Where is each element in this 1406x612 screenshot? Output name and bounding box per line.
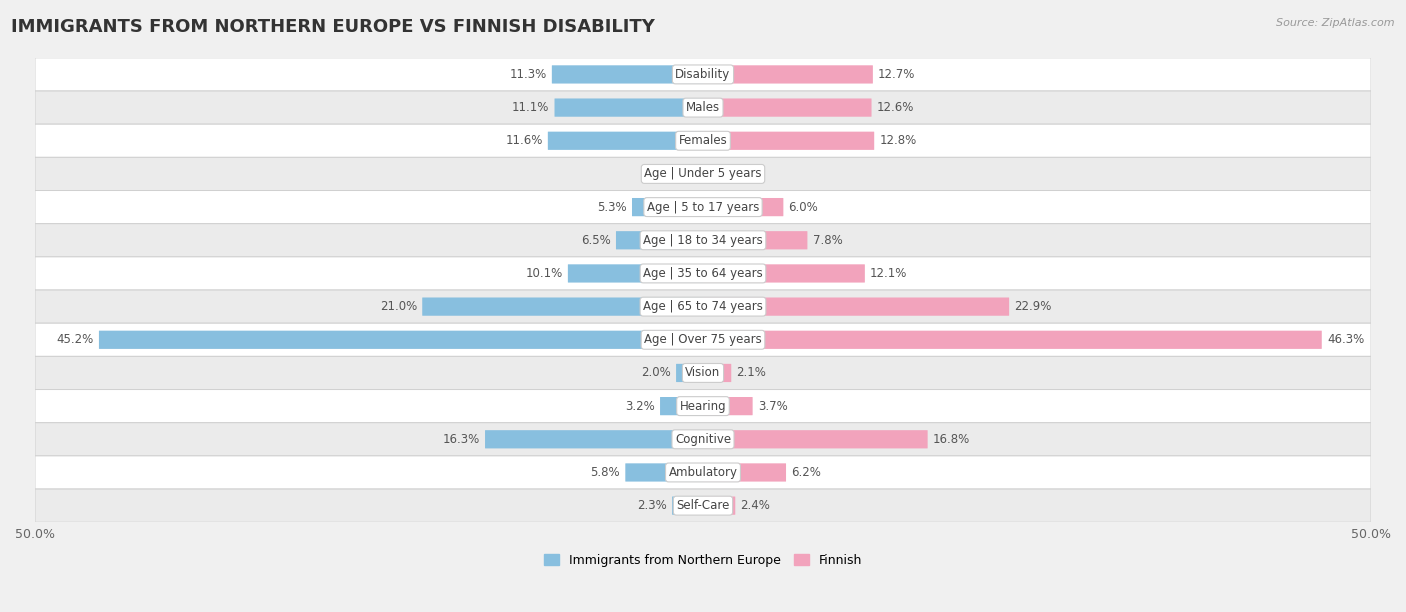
FancyBboxPatch shape: [703, 264, 865, 283]
Text: 3.7%: 3.7%: [758, 400, 787, 412]
Text: 11.3%: 11.3%: [509, 68, 547, 81]
FancyBboxPatch shape: [703, 297, 1010, 316]
FancyBboxPatch shape: [703, 132, 875, 150]
Text: 12.8%: 12.8%: [879, 134, 917, 147]
FancyBboxPatch shape: [35, 390, 1371, 423]
FancyBboxPatch shape: [35, 356, 1371, 390]
FancyBboxPatch shape: [686, 165, 703, 183]
Text: 16.3%: 16.3%: [443, 433, 479, 446]
FancyBboxPatch shape: [703, 364, 731, 382]
Text: 2.4%: 2.4%: [741, 499, 770, 512]
Text: 22.9%: 22.9%: [1014, 300, 1052, 313]
FancyBboxPatch shape: [703, 165, 724, 183]
FancyBboxPatch shape: [485, 430, 703, 449]
FancyBboxPatch shape: [35, 190, 1371, 224]
FancyBboxPatch shape: [672, 496, 703, 515]
Text: 12.6%: 12.6%: [877, 101, 914, 114]
Text: Age | 65 to 74 years: Age | 65 to 74 years: [643, 300, 763, 313]
Text: 11.1%: 11.1%: [512, 101, 550, 114]
Text: 3.2%: 3.2%: [626, 400, 655, 412]
FancyBboxPatch shape: [35, 323, 1371, 356]
Text: 11.6%: 11.6%: [505, 134, 543, 147]
Text: 6.0%: 6.0%: [789, 201, 818, 214]
Text: Self-Care: Self-Care: [676, 499, 730, 512]
FancyBboxPatch shape: [554, 99, 703, 117]
Text: IMMIGRANTS FROM NORTHERN EUROPE VS FINNISH DISABILITY: IMMIGRANTS FROM NORTHERN EUROPE VS FINNI…: [11, 18, 655, 36]
FancyBboxPatch shape: [703, 231, 807, 250]
FancyBboxPatch shape: [703, 198, 783, 216]
FancyBboxPatch shape: [35, 423, 1371, 456]
Text: Age | Over 75 years: Age | Over 75 years: [644, 334, 762, 346]
FancyBboxPatch shape: [676, 364, 703, 382]
FancyBboxPatch shape: [616, 231, 703, 250]
Text: Vision: Vision: [685, 367, 721, 379]
Text: Disability: Disability: [675, 68, 731, 81]
Text: 5.3%: 5.3%: [598, 201, 627, 214]
FancyBboxPatch shape: [35, 290, 1371, 323]
Text: 2.0%: 2.0%: [641, 367, 671, 379]
FancyBboxPatch shape: [35, 91, 1371, 124]
Text: 1.3%: 1.3%: [651, 168, 681, 181]
FancyBboxPatch shape: [626, 463, 703, 482]
FancyBboxPatch shape: [35, 58, 1371, 91]
FancyBboxPatch shape: [703, 463, 786, 482]
FancyBboxPatch shape: [35, 489, 1371, 522]
Text: 7.8%: 7.8%: [813, 234, 842, 247]
Text: 46.3%: 46.3%: [1327, 334, 1364, 346]
Text: 16.8%: 16.8%: [932, 433, 970, 446]
Text: Age | 35 to 64 years: Age | 35 to 64 years: [643, 267, 763, 280]
FancyBboxPatch shape: [35, 124, 1371, 157]
FancyBboxPatch shape: [422, 297, 703, 316]
Legend: Immigrants from Northern Europe, Finnish: Immigrants from Northern Europe, Finnish: [538, 549, 868, 572]
Text: 5.8%: 5.8%: [591, 466, 620, 479]
FancyBboxPatch shape: [551, 65, 703, 84]
Text: 6.2%: 6.2%: [792, 466, 821, 479]
Text: Females: Females: [679, 134, 727, 147]
FancyBboxPatch shape: [703, 397, 752, 416]
Text: Age | 18 to 34 years: Age | 18 to 34 years: [643, 234, 763, 247]
FancyBboxPatch shape: [35, 224, 1371, 257]
Text: Source: ZipAtlas.com: Source: ZipAtlas.com: [1277, 18, 1395, 28]
FancyBboxPatch shape: [548, 132, 703, 150]
Text: Cognitive: Cognitive: [675, 433, 731, 446]
FancyBboxPatch shape: [703, 330, 1322, 349]
Text: 2.3%: 2.3%: [637, 499, 666, 512]
Text: 21.0%: 21.0%: [380, 300, 418, 313]
FancyBboxPatch shape: [35, 257, 1371, 290]
FancyBboxPatch shape: [568, 264, 703, 283]
FancyBboxPatch shape: [703, 65, 873, 84]
Text: 10.1%: 10.1%: [526, 267, 562, 280]
FancyBboxPatch shape: [703, 496, 735, 515]
Text: 12.1%: 12.1%: [870, 267, 907, 280]
FancyBboxPatch shape: [35, 157, 1371, 190]
Text: Hearing: Hearing: [679, 400, 727, 412]
FancyBboxPatch shape: [659, 397, 703, 416]
Text: 2.1%: 2.1%: [737, 367, 766, 379]
FancyBboxPatch shape: [703, 430, 928, 449]
Text: Age | Under 5 years: Age | Under 5 years: [644, 168, 762, 181]
Text: 1.6%: 1.6%: [730, 168, 759, 181]
Text: 6.5%: 6.5%: [581, 234, 610, 247]
Text: Ambulatory: Ambulatory: [668, 466, 738, 479]
FancyBboxPatch shape: [631, 198, 703, 216]
FancyBboxPatch shape: [703, 99, 872, 117]
Text: 12.7%: 12.7%: [877, 68, 915, 81]
FancyBboxPatch shape: [98, 330, 703, 349]
FancyBboxPatch shape: [35, 456, 1371, 489]
Text: Males: Males: [686, 101, 720, 114]
Text: Age | 5 to 17 years: Age | 5 to 17 years: [647, 201, 759, 214]
Text: 45.2%: 45.2%: [56, 334, 94, 346]
